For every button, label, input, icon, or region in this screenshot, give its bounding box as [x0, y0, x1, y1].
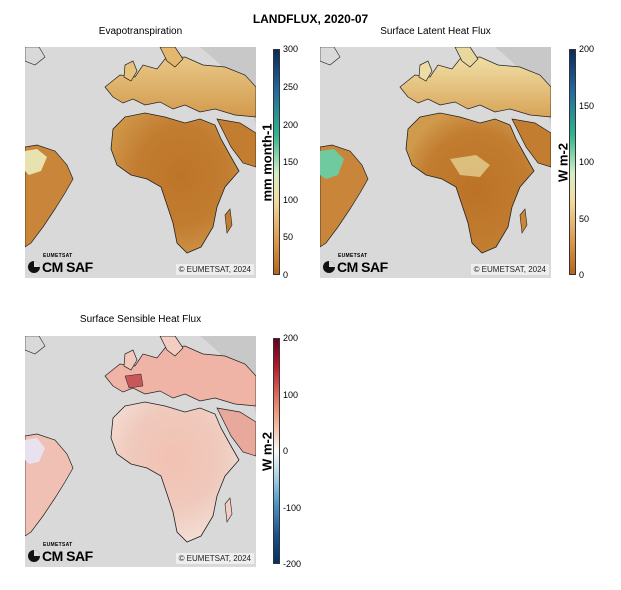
tick-label: 300: [283, 44, 299, 54]
uk-land: [418, 60, 433, 82]
uk-land: [123, 349, 138, 371]
iberia-hot-area: [124, 373, 144, 389]
cmsaf-logo-icon: [28, 550, 40, 562]
europe-land: [399, 56, 551, 118]
africa-land: [110, 112, 240, 254]
colorbar-unit-label: W m-2: [555, 143, 571, 182]
tick-label: 250: [283, 82, 299, 92]
logo-cmsaf: CM SAF: [42, 548, 93, 564]
colorbar-ticks: 0 50 100 150 200: [577, 44, 601, 280]
tick-label: 200: [283, 120, 299, 130]
panel-title-latent-heat-flux: Surface Latent Heat Flux: [380, 26, 491, 37]
africa-land: [110, 401, 240, 543]
tick-label: 100: [579, 157, 595, 167]
tick-label: 50: [283, 232, 294, 242]
madagascar-land: [519, 208, 528, 234]
tick-label: 150: [283, 157, 299, 167]
logo-cmsaf: CM SAF: [42, 259, 93, 275]
arabia-land: [511, 118, 551, 168]
disk-edge: [200, 47, 256, 127]
amazon-wet-area: [320, 149, 344, 179]
logo-eumetsat: EUMETSAT: [43, 542, 73, 548]
tick-label: 0: [283, 446, 289, 456]
arabia-land: [216, 118, 256, 168]
cmsaf-logo: EUMETSAT CM SAF: [322, 252, 394, 276]
map-evapotranspiration: © EUMETSAT, 2024 EUMETSAT CM SAF: [25, 47, 256, 278]
uk-land: [123, 60, 138, 82]
panel-title-sensible-heat-flux: Surface Sensible Heat Flux: [79, 314, 202, 325]
logo-cmsaf: CM SAF: [337, 259, 388, 275]
logo-eumetsat: EUMETSAT: [43, 253, 73, 259]
tick-label: 0: [579, 270, 585, 280]
tick-label: 150: [579, 101, 595, 111]
map-svg: [25, 336, 256, 543]
tick-label: 100: [283, 390, 299, 400]
map-svg: [25, 47, 256, 254]
colorbar-evapotranspiration: [273, 49, 280, 275]
europe-land: [104, 56, 256, 118]
cmsaf-logo: EUMETSAT CM SAF: [27, 541, 99, 565]
map-sensible-heat-flux: © EUMETSAT, 2024 EUMETSAT CM SAF: [25, 336, 256, 567]
figure-title: LANDFLUX, 2020-07: [252, 12, 369, 26]
amazon-wet-area: [25, 149, 47, 175]
europe-land: [104, 345, 256, 407]
map-latent-heat-flux: © EUMETSAT, 2024 EUMETSAT CM SAF: [320, 47, 551, 278]
greenland-land: [320, 47, 341, 66]
scandinavia-land: [159, 336, 184, 357]
scandinavia-land: [159, 47, 184, 68]
tick-label: 200: [579, 44, 595, 54]
madagascar-land: [224, 208, 233, 234]
colorbar-unit-label: mm month-1: [259, 123, 275, 202]
copyright-text: © EUMETSAT, 2024: [175, 264, 254, 275]
disk-edge: [495, 47, 551, 127]
cmsaf-logo-icon: [323, 261, 335, 273]
copyright-text: © EUMETSAT, 2024: [470, 264, 549, 275]
logo-eumetsat: EUMETSAT: [338, 253, 368, 259]
tick-label: -100: [283, 503, 302, 513]
tick-label: 50: [579, 214, 590, 224]
arabia-land: [216, 407, 256, 457]
tick-label: 0: [283, 270, 289, 280]
colorbar-ticks: 0 50 100 150 200 250 300: [281, 44, 301, 280]
map-svg: [320, 47, 551, 254]
africa-land: [405, 112, 535, 254]
colorbar-ticks: -200 -100 0 100 200: [281, 333, 307, 569]
tick-label: 200: [283, 333, 299, 343]
cmsaf-logo: EUMETSAT CM SAF: [27, 252, 99, 276]
copyright-text: © EUMETSAT, 2024: [175, 553, 254, 564]
scandinavia-land: [454, 47, 479, 68]
colorbar-sensible-heat-flux: [273, 338, 280, 564]
cmsaf-logo-icon: [28, 261, 40, 273]
madagascar-land: [224, 497, 233, 523]
panel-title-evapotranspiration: Evapotranspiration: [98, 26, 183, 37]
greenland-land: [25, 336, 46, 355]
colorbar-latent-heat-flux: [569, 49, 576, 275]
greenland-land: [25, 47, 46, 66]
congo-wet-area: [450, 155, 490, 177]
colorbar-unit-label: W m-2: [259, 432, 275, 471]
amazon-cool-area: [25, 438, 45, 464]
tick-label: -200: [283, 559, 302, 569]
disk-edge: [200, 336, 256, 416]
tick-label: 100: [283, 195, 299, 205]
